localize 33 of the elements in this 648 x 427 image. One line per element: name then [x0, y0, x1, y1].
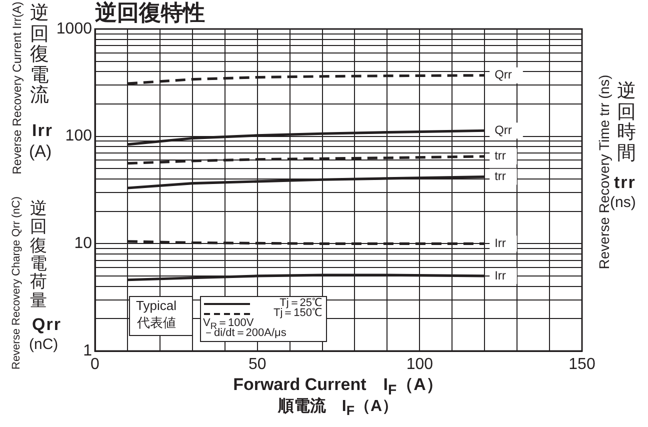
text: 逆回復電荷量 [30, 199, 47, 310]
x-tick-label: 150 [568, 356, 596, 374]
text: trr [614, 173, 636, 192]
series-label: Qrr [494, 122, 512, 137]
y-tick-label: 10 [74, 235, 92, 252]
series-label: Irr [494, 268, 506, 282]
text: Irr [32, 121, 53, 140]
text: Reverse Recovery Charge Qrr (nC) [10, 196, 22, 370]
y-tick-label: 1 [83, 342, 92, 360]
series-label: Qrr [494, 68, 512, 82]
y2-axis-title: Reverse Recovery Time trr (ns) [596, 74, 612, 270]
annotation: Tj＝150℃ [273, 307, 322, 319]
text: 逆回復電流 [30, 3, 49, 107]
annotation: 代表値 [137, 315, 176, 330]
text: 逆回時間 [617, 81, 636, 164]
y-tick-label: 1000 [56, 20, 92, 38]
chart-title: 逆回復特性 [95, 0, 205, 25]
x-tick-label: 0 [90, 356, 100, 374]
series-label: trr [494, 148, 506, 163]
text: (nC) [29, 336, 58, 353]
x-tick-label: 100 [406, 356, 434, 374]
series-label: trr [494, 169, 506, 184]
text: (A) [29, 142, 52, 161]
series-label: Irr [494, 236, 506, 250]
text: 順電流 I$_{F}$（A） [278, 398, 398, 418]
annotation: Typical [136, 298, 176, 313]
y-axis-title: Reverse Recovery Current Irr(A) [10, 2, 24, 174]
annotation: Tj＝25℃ [280, 297, 322, 309]
text: Qrr [32, 315, 62, 334]
y-tick-label: 100 [65, 128, 92, 145]
text: (ns) [610, 194, 636, 211]
x-tick-label: 50 [248, 356, 266, 374]
x-axis-title: Forward Current I$_{F}$（A） [233, 375, 443, 398]
